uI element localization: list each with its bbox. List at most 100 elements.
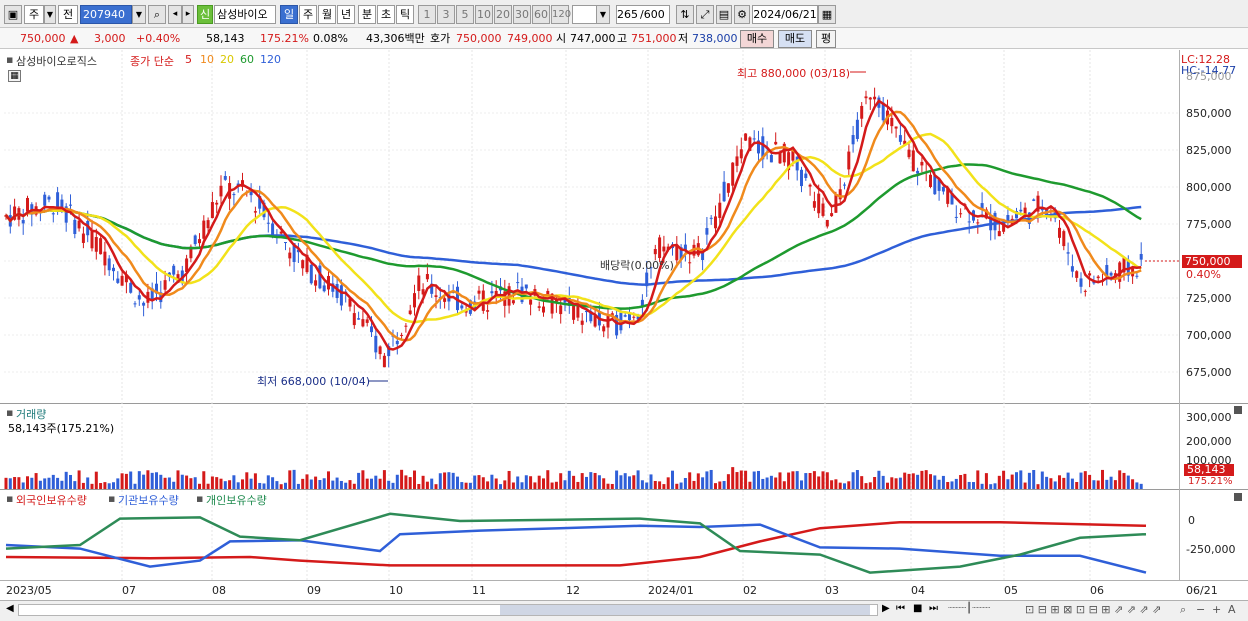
menu-dots-icon[interactable]: ▪ [6, 406, 14, 419]
last-page-icon[interactable]: ⏭ [929, 603, 938, 614]
scroll-thumb[interactable] [500, 605, 870, 615]
font-size-icon[interactable]: A [1228, 603, 1236, 616]
layout-icons[interactable]: ⊡ ⊟ ⊞ ⊠ ⊡ ⊟ ⊞ ⇗ ⇗ ⇗ ⇗ [1025, 603, 1162, 616]
stop-icon[interactable]: ■ [913, 603, 923, 614]
volume-bar [395, 474, 399, 489]
count-input[interactable]: 265 [616, 5, 640, 24]
interval-3-button[interactable]: 3 [437, 5, 455, 24]
period-year-tab[interactable]: 년 [337, 5, 355, 24]
period-month-tab[interactable]: 월 [318, 5, 336, 24]
quote-bar [0, 28, 1248, 49]
candle-body [64, 206, 68, 223]
candle-body [305, 254, 309, 273]
interval-5-button[interactable]: 5 [456, 5, 474, 24]
volume-bar [438, 473, 442, 489]
main-chart-title: 삼성바이오로직스 [16, 55, 97, 68]
gear-icon[interactable]: ⚙ [734, 5, 750, 24]
interval-60-button[interactable]: 60 [532, 5, 550, 24]
volume-bar [77, 470, 81, 489]
volume-bar [920, 470, 924, 489]
candle-body [821, 203, 825, 216]
volume-bar [567, 470, 571, 489]
candle-body [193, 235, 197, 245]
nav-arrows-icon[interactable]: ▸ [182, 5, 194, 24]
volume-bar [275, 481, 279, 489]
menu-dots-icon[interactable]: ▪ [6, 53, 14, 66]
volume-bar [929, 474, 932, 489]
volume-bar [821, 471, 825, 489]
pane-close-icon[interactable] [1234, 493, 1242, 501]
save-icon[interactable]: ▤ [716, 5, 732, 24]
volume-bar [791, 471, 795, 489]
volume-bar [817, 476, 821, 489]
buy-button[interactable]: 매수 [740, 30, 774, 48]
interval-10-button[interactable]: 10 [475, 5, 493, 24]
volume-bar [593, 472, 597, 489]
candle-body [847, 151, 851, 170]
period-second-tab[interactable]: 초 [377, 5, 395, 24]
volume-bar [701, 477, 705, 489]
window-menu-icon[interactable]: ▣ [4, 5, 22, 24]
evaluate-button[interactable]: 평 [816, 30, 836, 48]
prev-button[interactable]: 전 [58, 5, 78, 24]
current-price: 750,000 [20, 32, 66, 45]
volume-bar [537, 475, 541, 489]
candle-body [137, 295, 141, 300]
volume-bar [1101, 469, 1104, 489]
volume-bar [898, 477, 902, 489]
volume-bar [946, 481, 950, 489]
period-week-tab[interactable]: 주 [299, 5, 317, 24]
table-view-icon[interactable]: ▦ [8, 70, 21, 82]
first-page-icon[interactable]: ⏮ [896, 603, 905, 614]
period-day-tab[interactable]: 일 [280, 5, 298, 24]
bid-price: 749,000 [507, 32, 553, 45]
draw-tool-icon[interactable]: ⤢ [696, 5, 714, 24]
volume-bar [907, 473, 911, 489]
volume-bar [959, 475, 963, 489]
menu-dots-icon[interactable]: ▪ [108, 492, 116, 505]
market-type-select[interactable]: 주 [24, 5, 44, 24]
pane-close-icon[interactable] [1234, 406, 1242, 414]
zoom-in-icon[interactable]: + [1212, 603, 1222, 616]
calendar-icon[interactable]: ▦ [818, 5, 836, 24]
chevron-down-icon[interactable]: ▼ [44, 5, 56, 24]
candle-body [1062, 231, 1066, 247]
scroll-right-icon[interactable]: ▶ [882, 603, 890, 614]
interval-1-button[interactable]: 1 [418, 5, 436, 24]
volume-bar [808, 473, 812, 489]
volume-holdings-divider[interactable] [0, 489, 1248, 490]
volume-bar [408, 477, 412, 489]
candle-body [1058, 227, 1061, 238]
sell-button[interactable]: 매도 [778, 30, 812, 48]
chart-settings-icon[interactable]: ⇅ [676, 5, 694, 24]
candle-body [99, 238, 103, 255]
period-minute-tab[interactable]: 분 [358, 5, 376, 24]
search-icon[interactable]: ⌕ [148, 5, 166, 24]
interval-dropdown-icon[interactable]: ▼ [596, 5, 610, 24]
interval-120-button[interactable]: 120 [551, 5, 571, 24]
price-change: 3,000 [94, 32, 126, 45]
interval-20-button[interactable]: 20 [494, 5, 512, 24]
date-input[interactable]: 2024/06/21 [752, 5, 818, 24]
candle-body [903, 140, 907, 145]
volume-bar [963, 473, 967, 489]
turnover-rate: 0.08% [313, 32, 348, 45]
menu-dots-icon[interactable]: ▪ [6, 492, 14, 505]
code-dropdown-icon[interactable]: ▼ [132, 5, 146, 24]
volume-bar [967, 481, 971, 489]
volume-bar [718, 481, 722, 489]
stock-code-input[interactable]: 207940 [80, 5, 132, 24]
main-volume-divider[interactable] [0, 403, 1248, 404]
candle-body [163, 280, 167, 290]
period-tick-tab[interactable]: 틱 [396, 5, 414, 24]
scroll-left-icon[interactable]: ◀ [6, 603, 14, 614]
speaker-icon[interactable]: ◂ [168, 5, 182, 24]
interval-30-button[interactable]: 30 [513, 5, 531, 24]
zoom-out-icon[interactable]: − [1196, 603, 1206, 616]
candle-body [769, 154, 773, 163]
menu-dots-icon[interactable]: ▪ [196, 492, 204, 505]
volume-bar [653, 480, 657, 489]
magnify-icon[interactable]: ⌕ [1180, 603, 1187, 616]
zoom-slider[interactable]: ┈┈┈┃┈┈┈ [948, 603, 991, 614]
